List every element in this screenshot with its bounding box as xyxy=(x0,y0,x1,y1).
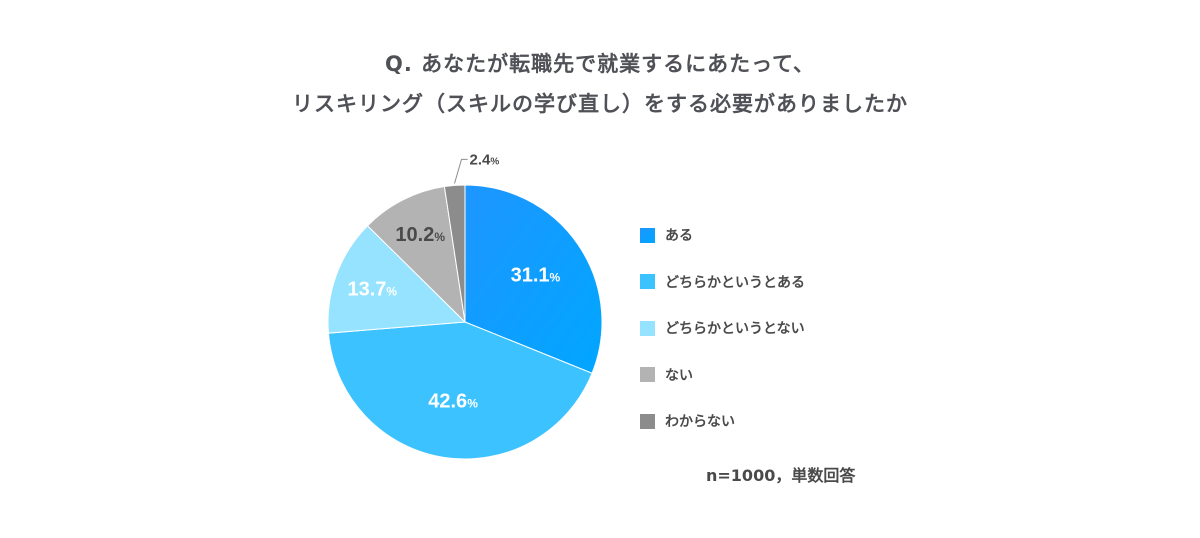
legend-label: どちらかというとない xyxy=(665,321,805,337)
legend-swatch xyxy=(640,413,655,429)
chart-title-line-2: リスキリング（スキルの学び直し）をする必要がありましたか xyxy=(292,92,908,116)
pie-slice xyxy=(366,185,466,324)
legend-swatch xyxy=(640,274,655,289)
legend-item: どちらかというとない xyxy=(640,318,805,338)
chart-legend: ある どちらかというとある どちらかというとない ない わからない xyxy=(640,225,805,458)
slice-value-label: 42.6% xyxy=(428,391,478,413)
slice-value-label: 10.2% xyxy=(395,224,445,246)
pie-slice xyxy=(464,184,603,374)
slice-value-label: 31.1% xyxy=(511,264,561,286)
slice-value-label: 2.4% xyxy=(470,151,500,168)
chart-title: Q. あなたが転職先で就業するにあたって、 リスキリング（スキルの学び直し）をす… xyxy=(0,44,1200,124)
pie-slice xyxy=(443,184,466,323)
sample-note: n=1000，単数回答 xyxy=(706,466,856,485)
legend-item: わからない xyxy=(640,411,805,431)
legend-label: ない xyxy=(665,367,693,384)
pie-slice xyxy=(327,321,593,460)
pie-slice xyxy=(327,225,467,334)
legend-label: どちらかというとある xyxy=(665,274,805,291)
slice-value-label: 13.7% xyxy=(347,278,397,300)
legend-label: わからない xyxy=(665,414,735,430)
leader-line xyxy=(454,158,468,184)
legend-label: ある xyxy=(665,228,693,244)
legend-swatch xyxy=(640,227,655,243)
legend-swatch xyxy=(640,320,655,336)
chart-title-line-1: Q. あなたが転職先で就業するにあたって、 xyxy=(384,52,816,76)
legend-item: ある xyxy=(640,225,805,245)
legend-swatch xyxy=(640,367,655,382)
legend-item: ない xyxy=(640,365,805,385)
legend-item: どちらかというとある xyxy=(640,272,805,292)
